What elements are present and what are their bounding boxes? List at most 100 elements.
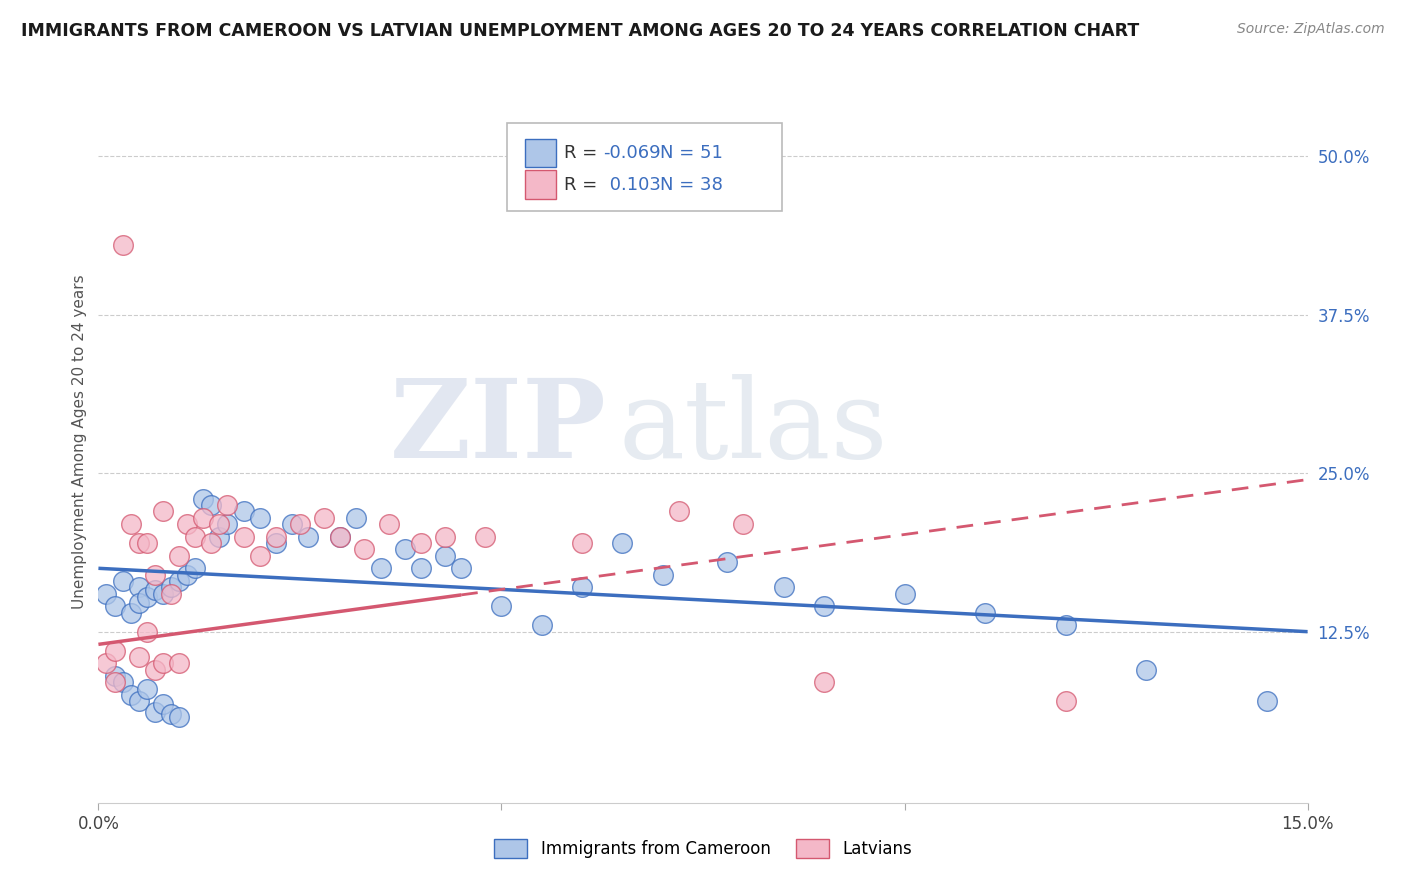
- Point: [1054, 694, 1077, 708]
- Point: [208, 516, 231, 531]
- Point: [491, 599, 513, 614]
- Point: [474, 530, 496, 544]
- Point: [128, 595, 150, 609]
- Point: [160, 580, 183, 594]
- Point: [128, 694, 150, 708]
- Text: ZIP: ZIP: [389, 374, 606, 481]
- Point: [264, 530, 287, 544]
- Point: [111, 238, 134, 252]
- Point: [217, 498, 239, 512]
- Point: [297, 530, 319, 544]
- Point: [120, 688, 142, 702]
- Point: [135, 591, 157, 605]
- Point: [143, 582, 166, 597]
- Legend: Immigrants from Cameroon, Latvians: Immigrants from Cameroon, Latvians: [485, 830, 921, 867]
- Point: [135, 536, 157, 550]
- Point: [232, 530, 254, 544]
- Point: [143, 567, 166, 582]
- Point: [167, 657, 190, 671]
- Point: [716, 555, 738, 569]
- Point: [264, 536, 287, 550]
- Point: [668, 504, 690, 518]
- Point: [530, 618, 553, 632]
- Point: [208, 530, 231, 544]
- Point: [160, 707, 183, 722]
- Point: [217, 516, 239, 531]
- Point: [314, 510, 336, 524]
- Point: [353, 542, 375, 557]
- Point: [152, 697, 174, 711]
- Point: [184, 561, 207, 575]
- Point: [167, 709, 190, 723]
- Text: R =: R =: [564, 144, 603, 162]
- Point: [103, 669, 125, 683]
- Point: [612, 536, 634, 550]
- Point: [128, 580, 150, 594]
- Point: [152, 587, 174, 601]
- Point: [450, 561, 472, 575]
- Text: atlas: atlas: [619, 374, 889, 481]
- Point: [167, 574, 190, 588]
- Point: [200, 498, 222, 512]
- Point: [200, 536, 222, 550]
- Point: [409, 561, 432, 575]
- Point: [281, 516, 304, 531]
- Point: [813, 599, 835, 614]
- Point: [571, 580, 593, 594]
- Text: Source: ZipAtlas.com: Source: ZipAtlas.com: [1237, 22, 1385, 37]
- Point: [370, 561, 392, 575]
- Text: 0.103: 0.103: [603, 176, 661, 194]
- Point: [772, 580, 794, 594]
- Point: [184, 530, 207, 544]
- Point: [152, 657, 174, 671]
- Point: [120, 516, 142, 531]
- Point: [249, 510, 271, 524]
- Point: [1054, 618, 1077, 632]
- Point: [143, 663, 166, 677]
- Point: [152, 504, 174, 518]
- Point: [288, 516, 311, 531]
- Y-axis label: Unemployment Among Ages 20 to 24 years: Unemployment Among Ages 20 to 24 years: [72, 274, 87, 609]
- Point: [1256, 694, 1278, 708]
- Point: [176, 516, 198, 531]
- Point: [651, 567, 673, 582]
- Point: [329, 530, 352, 544]
- Text: -0.069: -0.069: [603, 144, 661, 162]
- Point: [434, 530, 457, 544]
- Point: [232, 504, 254, 518]
- Point: [135, 681, 157, 696]
- Point: [120, 606, 142, 620]
- Point: [111, 574, 134, 588]
- Point: [103, 643, 125, 657]
- Text: N = 38: N = 38: [659, 176, 723, 194]
- Point: [409, 536, 432, 550]
- Point: [344, 510, 367, 524]
- Point: [128, 650, 150, 665]
- Point: [111, 675, 134, 690]
- Point: [893, 587, 915, 601]
- Point: [394, 542, 416, 557]
- Point: [103, 599, 125, 614]
- Point: [103, 675, 125, 690]
- Point: [167, 549, 190, 563]
- Point: [249, 549, 271, 563]
- Point: [128, 536, 150, 550]
- Point: [329, 530, 352, 544]
- Point: [96, 587, 118, 601]
- Point: [143, 705, 166, 719]
- Text: N = 51: N = 51: [659, 144, 723, 162]
- Point: [377, 516, 399, 531]
- Point: [176, 567, 198, 582]
- Point: [193, 491, 215, 506]
- Point: [974, 606, 997, 620]
- Text: R =: R =: [564, 176, 603, 194]
- Point: [733, 516, 755, 531]
- Text: IMMIGRANTS FROM CAMEROON VS LATVIAN UNEMPLOYMENT AMONG AGES 20 TO 24 YEARS CORRE: IMMIGRANTS FROM CAMEROON VS LATVIAN UNEM…: [21, 22, 1139, 40]
- Point: [1135, 663, 1157, 677]
- Point: [571, 536, 593, 550]
- Point: [434, 549, 457, 563]
- Point: [193, 510, 215, 524]
- Point: [135, 624, 157, 639]
- Point: [813, 675, 835, 690]
- Point: [96, 657, 118, 671]
